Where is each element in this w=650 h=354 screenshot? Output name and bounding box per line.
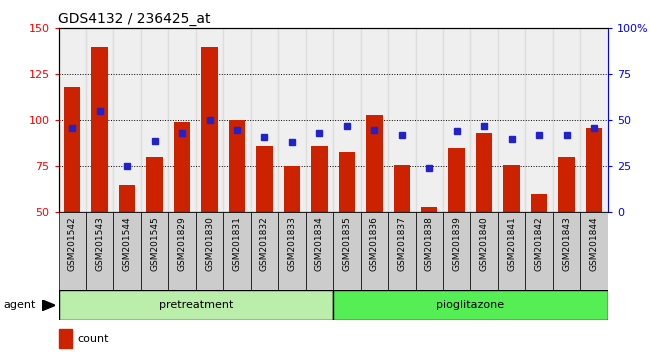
Bar xyxy=(443,212,471,290)
Text: GSM201542: GSM201542 xyxy=(68,216,77,271)
Bar xyxy=(58,329,72,348)
Bar xyxy=(415,28,443,212)
Bar xyxy=(141,212,168,290)
Text: GSM201835: GSM201835 xyxy=(343,216,352,271)
Bar xyxy=(525,212,552,290)
Bar xyxy=(306,28,333,212)
Bar xyxy=(58,28,86,212)
Bar xyxy=(224,28,251,212)
Polygon shape xyxy=(42,300,55,311)
Text: GSM201836: GSM201836 xyxy=(370,216,379,271)
Bar xyxy=(58,290,333,320)
Bar xyxy=(64,87,81,212)
Bar xyxy=(86,212,114,290)
Bar xyxy=(388,28,415,212)
Bar xyxy=(141,28,168,212)
Text: count: count xyxy=(78,334,109,344)
Bar xyxy=(503,165,520,212)
Bar xyxy=(196,28,224,212)
Bar xyxy=(278,28,306,212)
Bar xyxy=(366,115,383,212)
Bar xyxy=(421,207,437,212)
Bar xyxy=(471,212,498,290)
Bar xyxy=(229,120,245,212)
Bar xyxy=(174,122,190,212)
Bar xyxy=(552,28,580,212)
Bar xyxy=(196,212,224,290)
Text: GSM201834: GSM201834 xyxy=(315,216,324,271)
Bar xyxy=(586,128,603,212)
Bar xyxy=(311,146,328,212)
Text: pioglitazone: pioglitazone xyxy=(436,300,504,310)
Text: GSM201841: GSM201841 xyxy=(507,216,516,271)
Bar xyxy=(393,165,410,212)
Text: GDS4132 / 236425_at: GDS4132 / 236425_at xyxy=(58,12,211,26)
Bar xyxy=(119,185,135,212)
Bar xyxy=(251,212,278,290)
Bar xyxy=(448,148,465,212)
Bar xyxy=(388,212,415,290)
Bar xyxy=(86,28,114,212)
Text: GSM201833: GSM201833 xyxy=(287,216,296,271)
Text: GSM201545: GSM201545 xyxy=(150,216,159,271)
Bar xyxy=(283,166,300,212)
Text: GSM201832: GSM201832 xyxy=(260,216,269,271)
Bar xyxy=(552,212,580,290)
Bar xyxy=(251,28,278,212)
Bar xyxy=(306,212,333,290)
Text: pretreatment: pretreatment xyxy=(159,300,233,310)
Text: GSM201839: GSM201839 xyxy=(452,216,462,271)
Bar xyxy=(339,152,355,212)
Bar xyxy=(58,212,86,290)
Text: GSM201840: GSM201840 xyxy=(480,216,489,271)
Bar xyxy=(558,157,575,212)
Bar xyxy=(580,212,608,290)
Bar xyxy=(224,212,251,290)
Text: GSM201843: GSM201843 xyxy=(562,216,571,271)
Bar xyxy=(498,28,525,212)
Text: agent: agent xyxy=(3,300,36,310)
Bar xyxy=(114,212,141,290)
Bar xyxy=(333,28,361,212)
Bar xyxy=(415,212,443,290)
Text: GSM201831: GSM201831 xyxy=(233,216,242,271)
Bar xyxy=(92,47,108,212)
Bar xyxy=(333,212,361,290)
Bar xyxy=(333,290,608,320)
Text: GSM201842: GSM201842 xyxy=(534,216,543,271)
Bar xyxy=(471,28,498,212)
Bar xyxy=(361,212,388,290)
Bar xyxy=(146,157,163,212)
Bar xyxy=(256,146,273,212)
Text: GSM201838: GSM201838 xyxy=(424,216,434,271)
Bar xyxy=(531,194,547,212)
Text: GSM201830: GSM201830 xyxy=(205,216,214,271)
Text: GSM201829: GSM201829 xyxy=(177,216,187,271)
Bar xyxy=(114,28,141,212)
Bar xyxy=(580,28,608,212)
Bar xyxy=(498,212,525,290)
Text: GSM201544: GSM201544 xyxy=(123,216,132,271)
Bar xyxy=(443,28,471,212)
Text: GSM201837: GSM201837 xyxy=(397,216,406,271)
Bar xyxy=(278,212,306,290)
Bar xyxy=(476,133,493,212)
Text: GSM201844: GSM201844 xyxy=(590,216,599,271)
Bar xyxy=(202,47,218,212)
Bar xyxy=(525,28,552,212)
Bar xyxy=(168,28,196,212)
Bar xyxy=(361,28,388,212)
Bar xyxy=(168,212,196,290)
Text: GSM201543: GSM201543 xyxy=(95,216,104,271)
